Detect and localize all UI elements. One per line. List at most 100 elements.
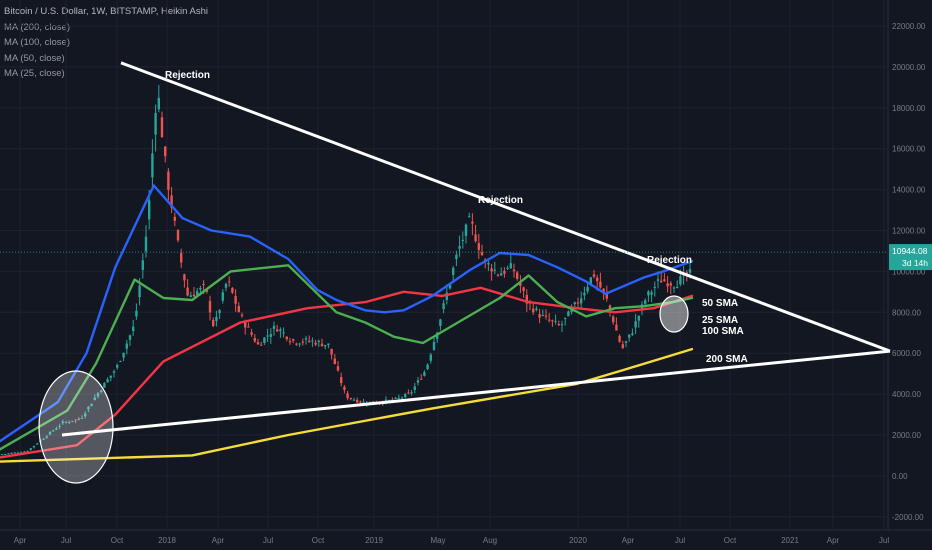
candle-body	[272, 325, 276, 329]
candle-body	[80, 417, 84, 419]
annotation-label: 100 SMA	[702, 326, 744, 337]
candle-body	[106, 379, 109, 383]
candle-body	[327, 343, 330, 345]
y-tick-label: 6000.00	[892, 349, 921, 358]
annotation-label: 200 SMA	[706, 354, 748, 365]
x-tick-label: Jul	[61, 536, 71, 545]
last-price-tag[interactable]	[889, 244, 932, 271]
y-tick-label: -2000.00	[892, 513, 924, 522]
candle-body	[231, 287, 234, 293]
candle-body	[132, 326, 135, 331]
legend-ma25[interactable]: MA (25, close)	[4, 68, 65, 79]
legend-ma200[interactable]: MA (200, close)	[4, 21, 70, 33]
candle-body	[688, 268, 692, 273]
candle-body	[7, 453, 10, 455]
candle-body	[314, 342, 317, 345]
lower-trendline[interactable]	[61, 349, 891, 437]
candle-body	[244, 322, 247, 328]
candle-body	[186, 287, 189, 296]
candle-body	[336, 366, 340, 371]
candle-body	[317, 340, 320, 343]
candle-body	[352, 399, 356, 401]
x-tick-label: Aug	[483, 536, 497, 545]
candle-body	[660, 280, 663, 283]
candle-body	[228, 281, 231, 283]
candle-body	[359, 401, 362, 403]
candle-body	[301, 341, 304, 343]
candle-body	[602, 288, 605, 292]
candle-body	[135, 310, 138, 317]
candle-body	[96, 393, 100, 397]
candle-body	[199, 287, 202, 290]
candle-body	[218, 310, 221, 314]
x-tick-label: 2018	[158, 536, 176, 545]
candle-body	[48, 431, 52, 435]
candle-body	[157, 97, 160, 110]
x-tick-label: Apr	[827, 536, 840, 545]
candle-body	[224, 283, 228, 288]
candle-body	[55, 428, 58, 430]
candle-body	[628, 334, 631, 338]
candle-body	[196, 291, 199, 296]
candle-body	[618, 335, 621, 342]
legend-ma100[interactable]: MA (100, close)	[4, 37, 70, 48]
candle-body	[538, 314, 541, 318]
x-tick-label: Apr	[622, 536, 635, 545]
x-tick-label: Jul	[675, 536, 685, 545]
candle-body	[407, 392, 410, 394]
legend-ma50[interactable]: MA (50, close)	[4, 52, 65, 64]
x-tick-label: May	[430, 536, 445, 545]
price-axis[interactable]	[888, 0, 932, 550]
candle-body	[544, 315, 548, 317]
upper-trendline[interactable]	[120, 61, 891, 353]
candle-body	[420, 378, 423, 380]
y-tick-label: 16000.00	[892, 145, 926, 154]
x-tick-label: Jul	[263, 536, 273, 545]
annotation-label: Rejection	[647, 255, 692, 266]
candle-body	[16, 452, 20, 454]
candle-body	[263, 337, 266, 343]
candle-body	[560, 324, 564, 326]
candle-body	[208, 300, 212, 313]
candle-body	[592, 274, 596, 277]
candle-body	[596, 277, 599, 282]
candle-body	[109, 375, 112, 378]
y-tick-label: 2000.00	[892, 431, 921, 440]
candle-body	[432, 342, 436, 350]
candle-body	[29, 448, 32, 450]
candle-body	[477, 243, 480, 250]
candle-body	[330, 348, 333, 355]
candle-body	[445, 292, 448, 300]
candle-body	[84, 413, 87, 417]
x-tick-label: Oct	[724, 536, 737, 545]
candle-body	[148, 200, 151, 220]
y-tick-label: 18000.00	[892, 104, 926, 113]
candle-body	[23, 451, 26, 453]
candle-body	[176, 230, 180, 241]
highlight-ellipse-left	[38, 370, 114, 484]
candle-body	[151, 153, 154, 178]
candle-body	[295, 343, 298, 345]
candle-body	[653, 286, 656, 288]
candle-body	[164, 146, 167, 157]
candle-body	[442, 303, 445, 310]
candle-body	[138, 285, 141, 298]
candle-body	[509, 263, 512, 269]
candle-body	[285, 336, 288, 340]
candle-body	[240, 314, 244, 316]
candle-body	[128, 335, 132, 340]
candle-body	[397, 397, 400, 399]
candle-body	[583, 292, 586, 296]
ma50-line	[0, 264, 694, 451]
candle-body	[631, 333, 634, 336]
x-tick-label: 2019	[365, 536, 383, 545]
candle-body	[58, 425, 61, 427]
ma200-line	[0, 347, 694, 463]
x-tick-label: 2021	[781, 536, 799, 545]
candle-body	[42, 438, 45, 440]
candle-body	[87, 406, 90, 410]
candle-body	[519, 282, 522, 286]
y-tick-label: 22000.00	[892, 22, 926, 31]
candle-body	[410, 392, 413, 394]
